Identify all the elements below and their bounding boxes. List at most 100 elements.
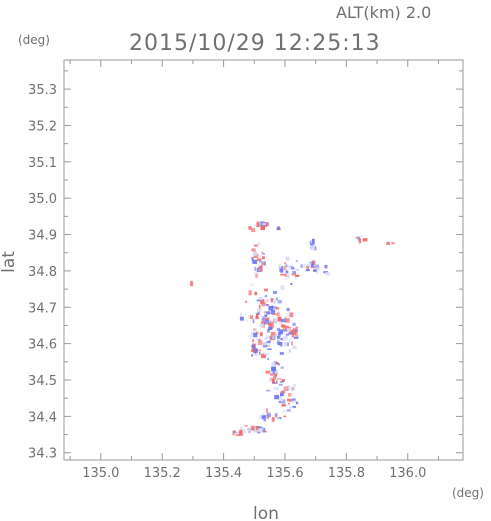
y-axis-label: lat	[0, 251, 19, 273]
echo-point	[291, 266, 294, 270]
echo-point	[275, 378, 279, 381]
echo-point	[280, 390, 286, 394]
echo-point	[244, 428, 246, 434]
echo-point	[306, 269, 310, 271]
echo-point	[262, 253, 265, 255]
echo-point	[286, 328, 291, 333]
echo-point	[254, 354, 258, 357]
echo-point	[289, 329, 294, 334]
echo-point	[312, 260, 316, 266]
x-tick-label: 135.6	[266, 466, 303, 481]
echo-point	[278, 321, 281, 324]
echo-point	[280, 337, 283, 341]
echo-point	[248, 427, 252, 431]
echo-point	[284, 273, 287, 277]
echo-point	[272, 417, 275, 422]
echo-point	[285, 264, 288, 267]
echo-point	[248, 335, 253, 339]
echo-point	[261, 428, 266, 433]
echo-point	[255, 273, 258, 278]
echo-point	[276, 327, 280, 332]
echo-point	[281, 266, 284, 269]
echo-point	[248, 226, 252, 230]
echo-point	[273, 375, 277, 380]
echo-point	[264, 319, 269, 325]
echo-point	[282, 387, 285, 390]
echo-point	[271, 379, 275, 384]
echo-point	[233, 433, 239, 435]
echo-point	[280, 366, 284, 369]
echo-point	[286, 307, 290, 312]
echo-point	[234, 429, 236, 435]
echo-point	[254, 430, 258, 433]
echo-point	[252, 259, 258, 264]
echo-point	[279, 381, 284, 383]
echo-point	[275, 333, 279, 337]
y-tick-label: 34.6	[28, 338, 57, 353]
echo-point	[270, 336, 273, 340]
echo-point	[276, 417, 280, 420]
echo-point	[260, 299, 265, 304]
echo-point	[262, 413, 264, 416]
x-axis-label: lon	[253, 504, 279, 521]
echo-point	[274, 414, 277, 418]
echo-point	[240, 429, 242, 435]
echo-point	[279, 352, 284, 355]
echo-point	[258, 266, 260, 270]
echo-point	[286, 258, 289, 262]
echo-point	[254, 291, 258, 296]
plot-frame	[63, 59, 464, 461]
echo-point	[258, 338, 261, 341]
echo-point	[295, 329, 298, 332]
echo-point	[190, 280, 193, 285]
echo-point	[287, 312, 290, 317]
echo-point	[282, 404, 286, 407]
y-tick-label: 34.5	[28, 374, 57, 389]
echo-point	[274, 372, 278, 377]
echo-point	[303, 263, 309, 269]
echo-point	[269, 321, 274, 325]
echo-point	[315, 271, 319, 274]
echo-point	[244, 300, 248, 303]
echo-point	[244, 425, 248, 427]
echo-point	[256, 258, 262, 262]
echo-point	[292, 383, 296, 388]
echo-point	[280, 285, 285, 290]
echo-point	[261, 415, 267, 418]
echo-point	[358, 238, 362, 244]
echo-point	[256, 223, 260, 227]
echo-point	[273, 382, 278, 384]
echo-point	[265, 353, 270, 356]
echo-point	[259, 265, 263, 269]
echo-point	[292, 322, 296, 326]
echo-point	[274, 412, 278, 416]
y-tick-label: 35.2	[28, 119, 57, 134]
echo-point	[272, 371, 275, 375]
timestamp-title: 2015/10/29 12:25:13	[129, 31, 381, 56]
echo-point	[312, 238, 315, 243]
echo-point	[277, 377, 282, 380]
y-tick-label: 35.1	[28, 156, 57, 171]
echo-point	[313, 269, 317, 272]
echo-point	[278, 332, 282, 335]
echo-point	[294, 275, 297, 280]
echo-point	[281, 379, 285, 382]
echo-point	[269, 378, 272, 382]
echo-point	[275, 379, 278, 384]
echo-point	[264, 317, 269, 322]
echo-point	[251, 354, 254, 357]
echo-point	[280, 318, 286, 323]
echo-point	[245, 319, 248, 322]
echo-point	[258, 426, 264, 430]
echo-point	[311, 261, 314, 265]
echo-point	[250, 332, 254, 335]
echo-point	[263, 418, 266, 422]
echo-point	[252, 251, 257, 256]
echo-point	[280, 268, 284, 273]
echo-point	[313, 266, 315, 269]
echo-point	[268, 323, 274, 327]
echo-point	[295, 274, 300, 277]
echo-point	[315, 268, 320, 272]
echo-point	[272, 313, 276, 315]
x-tick-label: 135.8	[328, 466, 365, 481]
